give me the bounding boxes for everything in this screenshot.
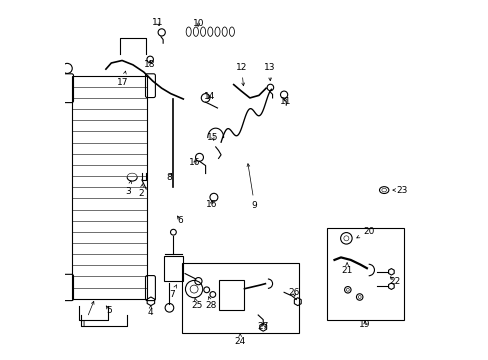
Text: 13: 13 — [264, 63, 275, 81]
Text: 3: 3 — [125, 181, 131, 196]
Text: 14: 14 — [203, 92, 214, 101]
Bar — [218, 280, 244, 310]
Text: 24: 24 — [234, 334, 245, 346]
Text: 25: 25 — [191, 298, 202, 310]
Bar — [163, 256, 183, 281]
Text: 7: 7 — [168, 285, 176, 299]
Text: 19: 19 — [359, 320, 370, 329]
Text: 2: 2 — [139, 184, 144, 198]
Text: 23: 23 — [392, 186, 407, 195]
Text: 5: 5 — [106, 306, 112, 315]
Text: 15: 15 — [206, 133, 218, 142]
Text: 10: 10 — [192, 19, 204, 28]
Text: 22: 22 — [388, 277, 400, 286]
Text: 16: 16 — [205, 200, 217, 209]
Text: 21: 21 — [341, 263, 352, 275]
Text: 6: 6 — [177, 216, 183, 225]
Text: 18: 18 — [144, 60, 156, 69]
Bar — [72, 76, 147, 299]
Text: 4: 4 — [147, 305, 153, 317]
Text: 20: 20 — [356, 227, 374, 238]
Text: 16: 16 — [189, 158, 200, 167]
Text: 12: 12 — [235, 63, 247, 86]
Text: 11: 11 — [151, 18, 163, 27]
Text: 11: 11 — [280, 97, 291, 106]
Text: 8: 8 — [166, 173, 172, 182]
Bar — [181, 263, 298, 333]
Text: 27: 27 — [257, 323, 268, 331]
Text: 26: 26 — [288, 288, 299, 297]
Text: 17: 17 — [117, 71, 128, 87]
Text: 28: 28 — [205, 297, 217, 310]
Bar — [326, 228, 403, 320]
Text: 9: 9 — [246, 164, 257, 210]
Text: 1: 1 — [81, 301, 94, 329]
